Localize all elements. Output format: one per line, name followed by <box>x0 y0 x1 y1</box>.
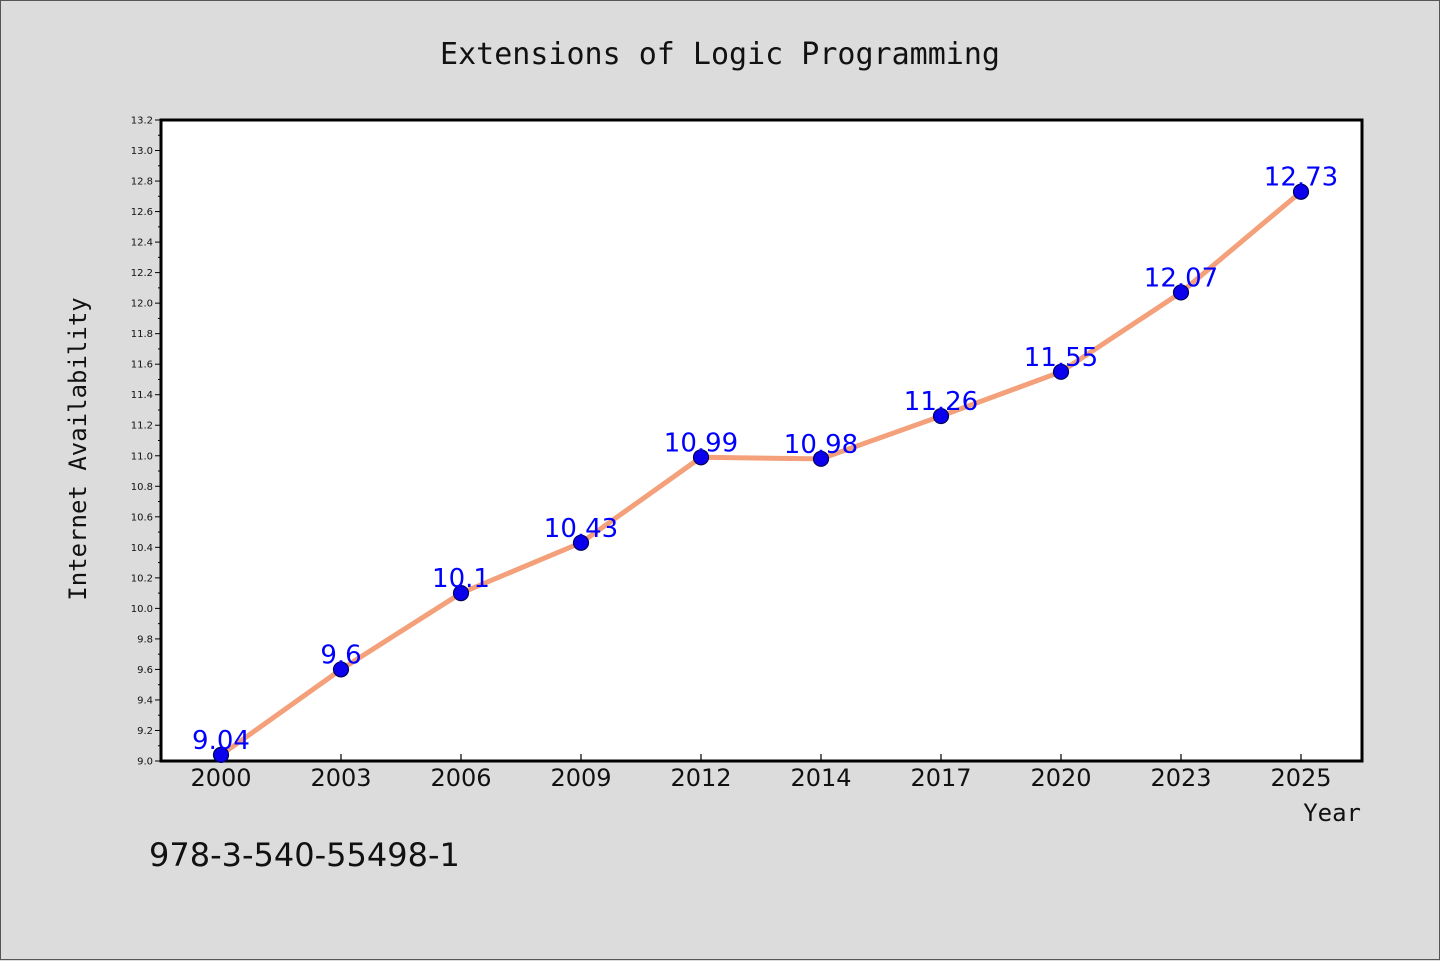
isbn-footer: 978-3-540-55498-1 <box>149 836 460 874</box>
y-tick-label: 10.2 <box>131 573 153 584</box>
x-tick-label: 2017 <box>910 764 971 792</box>
y-tick-label: 12.4 <box>131 238 153 249</box>
y-tick-label: 12.6 <box>131 207 153 218</box>
y-tick-label: 11.8 <box>131 329 153 340</box>
data-point <box>1172 284 1190 301</box>
y-tick-label: 11.2 <box>131 421 153 432</box>
data-point <box>452 585 470 602</box>
x-tick-label: 2009 <box>550 764 611 792</box>
series-line <box>218 189 1304 758</box>
x-tick-label: 2003 <box>310 764 371 792</box>
data-label: 12.07 <box>1144 263 1218 293</box>
data-point <box>1052 363 1070 380</box>
markers-group <box>212 183 1310 763</box>
x-axis: 2000 2003 2006 2009 2012 2014 2017 2020 2023 2025 <box>190 754 1332 792</box>
x-axis-label: Year <box>1303 799 1361 827</box>
chart-title: Extensions of Logic Programming <box>440 37 1000 72</box>
y-tick-label: 11.6 <box>131 360 153 371</box>
data-label: 10.1 <box>432 564 490 594</box>
data-point <box>332 661 350 678</box>
data-labels-group: 9.04 9.6 10.1 10.43 10.99 10.98 11.26 11.55 12.0… <box>192 163 1338 756</box>
x-tick-label: 2025 <box>1270 764 1331 792</box>
y-tick-label: 9.8 <box>137 634 153 645</box>
y-tick-label: 11.0 <box>131 451 153 462</box>
y-tick-label: 13.2 <box>131 116 153 127</box>
series-line-group <box>218 189 1304 758</box>
data-label: 12.73 <box>1264 163 1338 193</box>
x-tick-label: 2000 <box>190 764 251 792</box>
x-tick-label: 2006 <box>430 764 491 792</box>
data-point <box>932 407 950 425</box>
data-label: 10.99 <box>664 428 738 458</box>
y-axis-label: Internet Availability <box>64 297 92 600</box>
data-label: 9.6 <box>320 640 361 670</box>
y-tick-label: 9.0 <box>137 757 153 768</box>
x-tick-label: 2023 <box>1150 764 1211 792</box>
data-point <box>212 746 230 763</box>
x-tick-label: 2020 <box>1030 764 1091 792</box>
x-tick-label: 2012 <box>670 764 731 792</box>
y-tick-label: 13.0 <box>131 146 153 157</box>
data-point <box>1292 183 1310 200</box>
y-tick-label: 12.8 <box>131 177 153 188</box>
data-label: 10.43 <box>544 514 618 544</box>
y-tick-label: 10.0 <box>131 604 153 615</box>
x-tick-label: 2014 <box>790 764 851 792</box>
data-point <box>572 534 590 551</box>
y-tick-label: 9.4 <box>137 695 153 706</box>
y-tick-label: 10.8 <box>131 482 153 493</box>
y-tick-label: 11.4 <box>131 390 153 401</box>
data-label: 11.55 <box>1024 343 1098 373</box>
y-tick-label: 10.4 <box>131 543 153 554</box>
data-label: 11.26 <box>904 387 978 417</box>
data-label: 9.04 <box>192 726 250 756</box>
y-tick-label: 9.6 <box>137 665 153 676</box>
y-tick-label: 12.0 <box>131 299 153 310</box>
data-point <box>692 449 710 466</box>
data-point <box>812 450 830 467</box>
y-tick-label: 12.2 <box>131 268 153 279</box>
y-tick-label: 9.2 <box>137 726 153 737</box>
data-label: 10.98 <box>784 430 858 460</box>
y-tick-label: 10.6 <box>131 512 153 523</box>
y-axis: 9.0 9.2 9.4 9.6 9.8 10.0 10.2 10.4 10.6 10.8 11.0 1… <box>131 116 161 768</box>
